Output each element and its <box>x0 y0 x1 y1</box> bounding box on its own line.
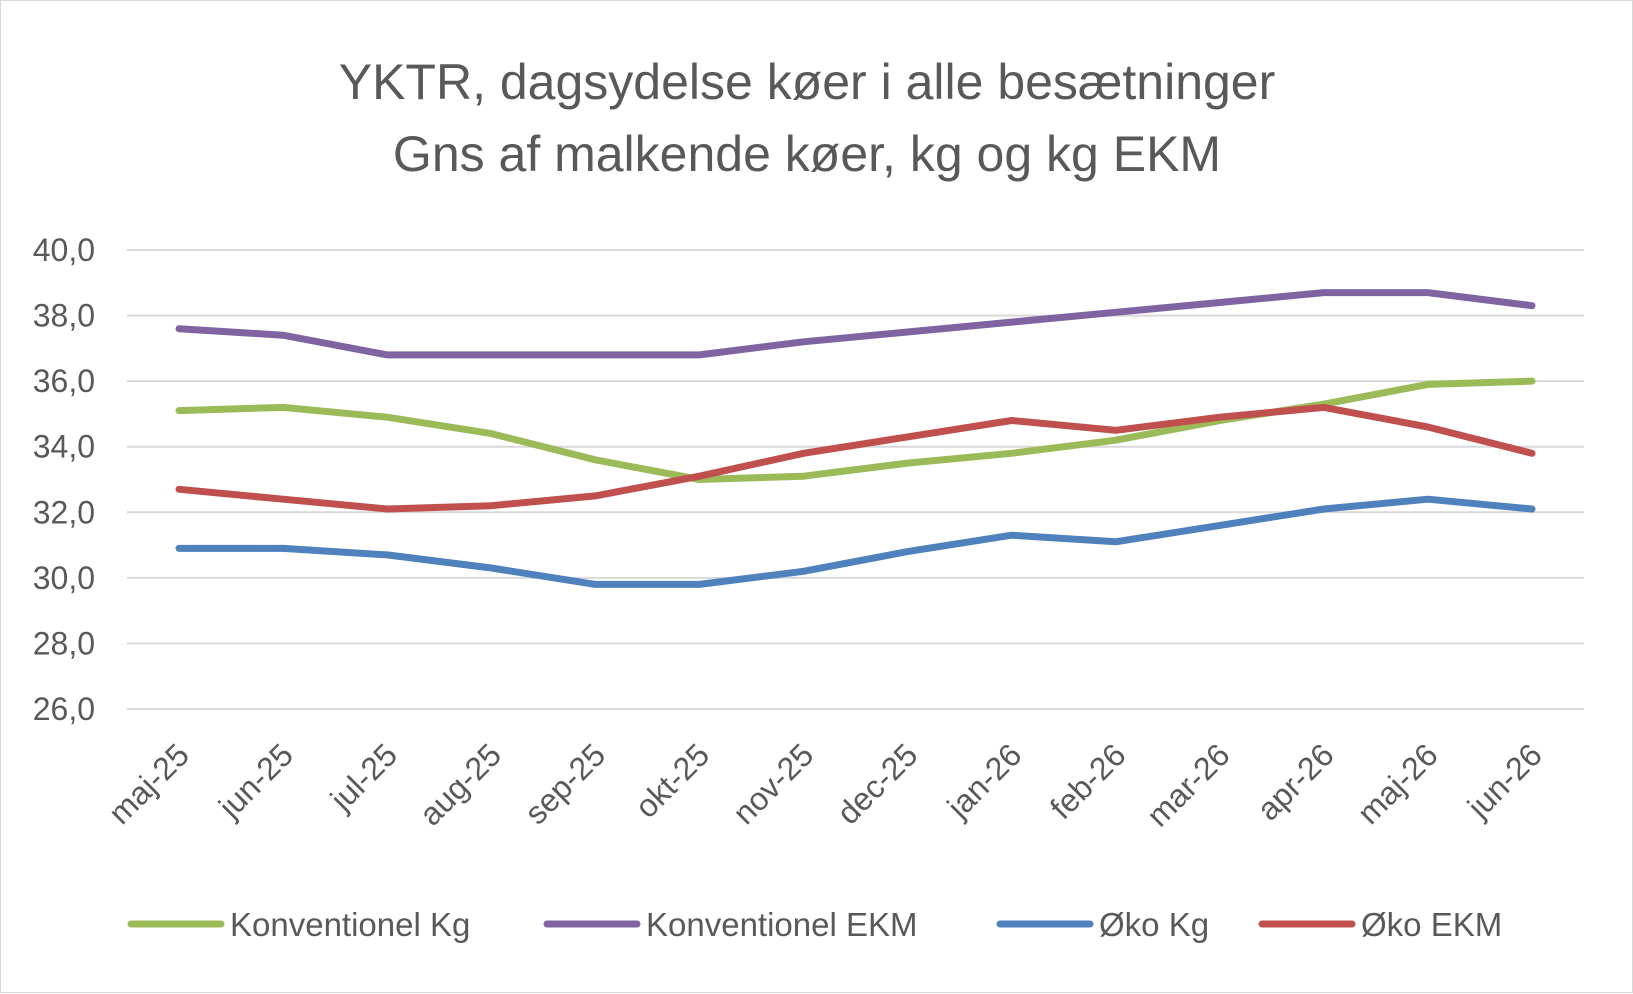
x-tick-label: nov-25 <box>726 736 821 831</box>
gridlines <box>127 249 1584 710</box>
y-tick-label: 40,0 <box>33 232 95 268</box>
series-line-3 <box>175 403 1536 513</box>
y-tick-label: 36,0 <box>33 363 95 399</box>
x-tick-label: mar-26 <box>1140 736 1237 833</box>
x-tick-label: jun-26 <box>1460 736 1549 825</box>
y-tick-label: 30,0 <box>33 560 95 596</box>
series-lines <box>175 289 1536 588</box>
x-tick-label: dec-25 <box>830 736 925 831</box>
series-line-1 <box>175 289 1536 359</box>
legend-label: Konventionel EKM <box>646 906 918 943</box>
legend-label: Øko Kg <box>1099 906 1209 943</box>
series-line-0 <box>175 377 1536 483</box>
x-tick-label: sep-25 <box>518 736 613 831</box>
legend-label: Konventionel Kg <box>230 906 470 943</box>
x-tick-label: jan-26 <box>939 736 1028 825</box>
y-tick-label: 34,0 <box>33 429 95 465</box>
chart-title-line-2: Gns af malkende køer, kg og kg EKM <box>393 126 1221 182</box>
x-tick-label: okt-25 <box>628 736 716 824</box>
x-tick-label: apr-26 <box>1250 736 1341 827</box>
legend-label: Øko EKM <box>1361 906 1502 943</box>
legend: Konventionel Kg Konventionel EKM Øko Kg Øko… <box>127 906 1502 943</box>
x-axis-ticks: maj-25 jun-25 jul-25 aug-25 sep-25 okt-25 nov-… <box>101 736 1549 833</box>
y-tick-label: 28,0 <box>33 625 95 661</box>
x-tick-label: jun-25 <box>211 736 300 825</box>
x-tick-label: feb-26 <box>1043 736 1133 826</box>
x-tick-label: maj-25 <box>101 736 196 831</box>
y-tick-label: 32,0 <box>33 494 95 530</box>
y-tick-label: 38,0 <box>33 298 95 334</box>
series-line-2 <box>175 495 1536 588</box>
chart-title-line-1: YKTR, dagsydelse køer i alle besætninger <box>339 54 1276 110</box>
x-tick-label: aug-25 <box>412 736 508 832</box>
y-tick-label: 26,0 <box>33 691 95 727</box>
x-tick-label: jul-25 <box>323 736 405 818</box>
x-tick-label: maj-26 <box>1350 736 1445 831</box>
y-axis-ticks: 40,0 38,0 36,0 34,0 32,0 30,0 28,0 26,0 <box>33 232 95 727</box>
